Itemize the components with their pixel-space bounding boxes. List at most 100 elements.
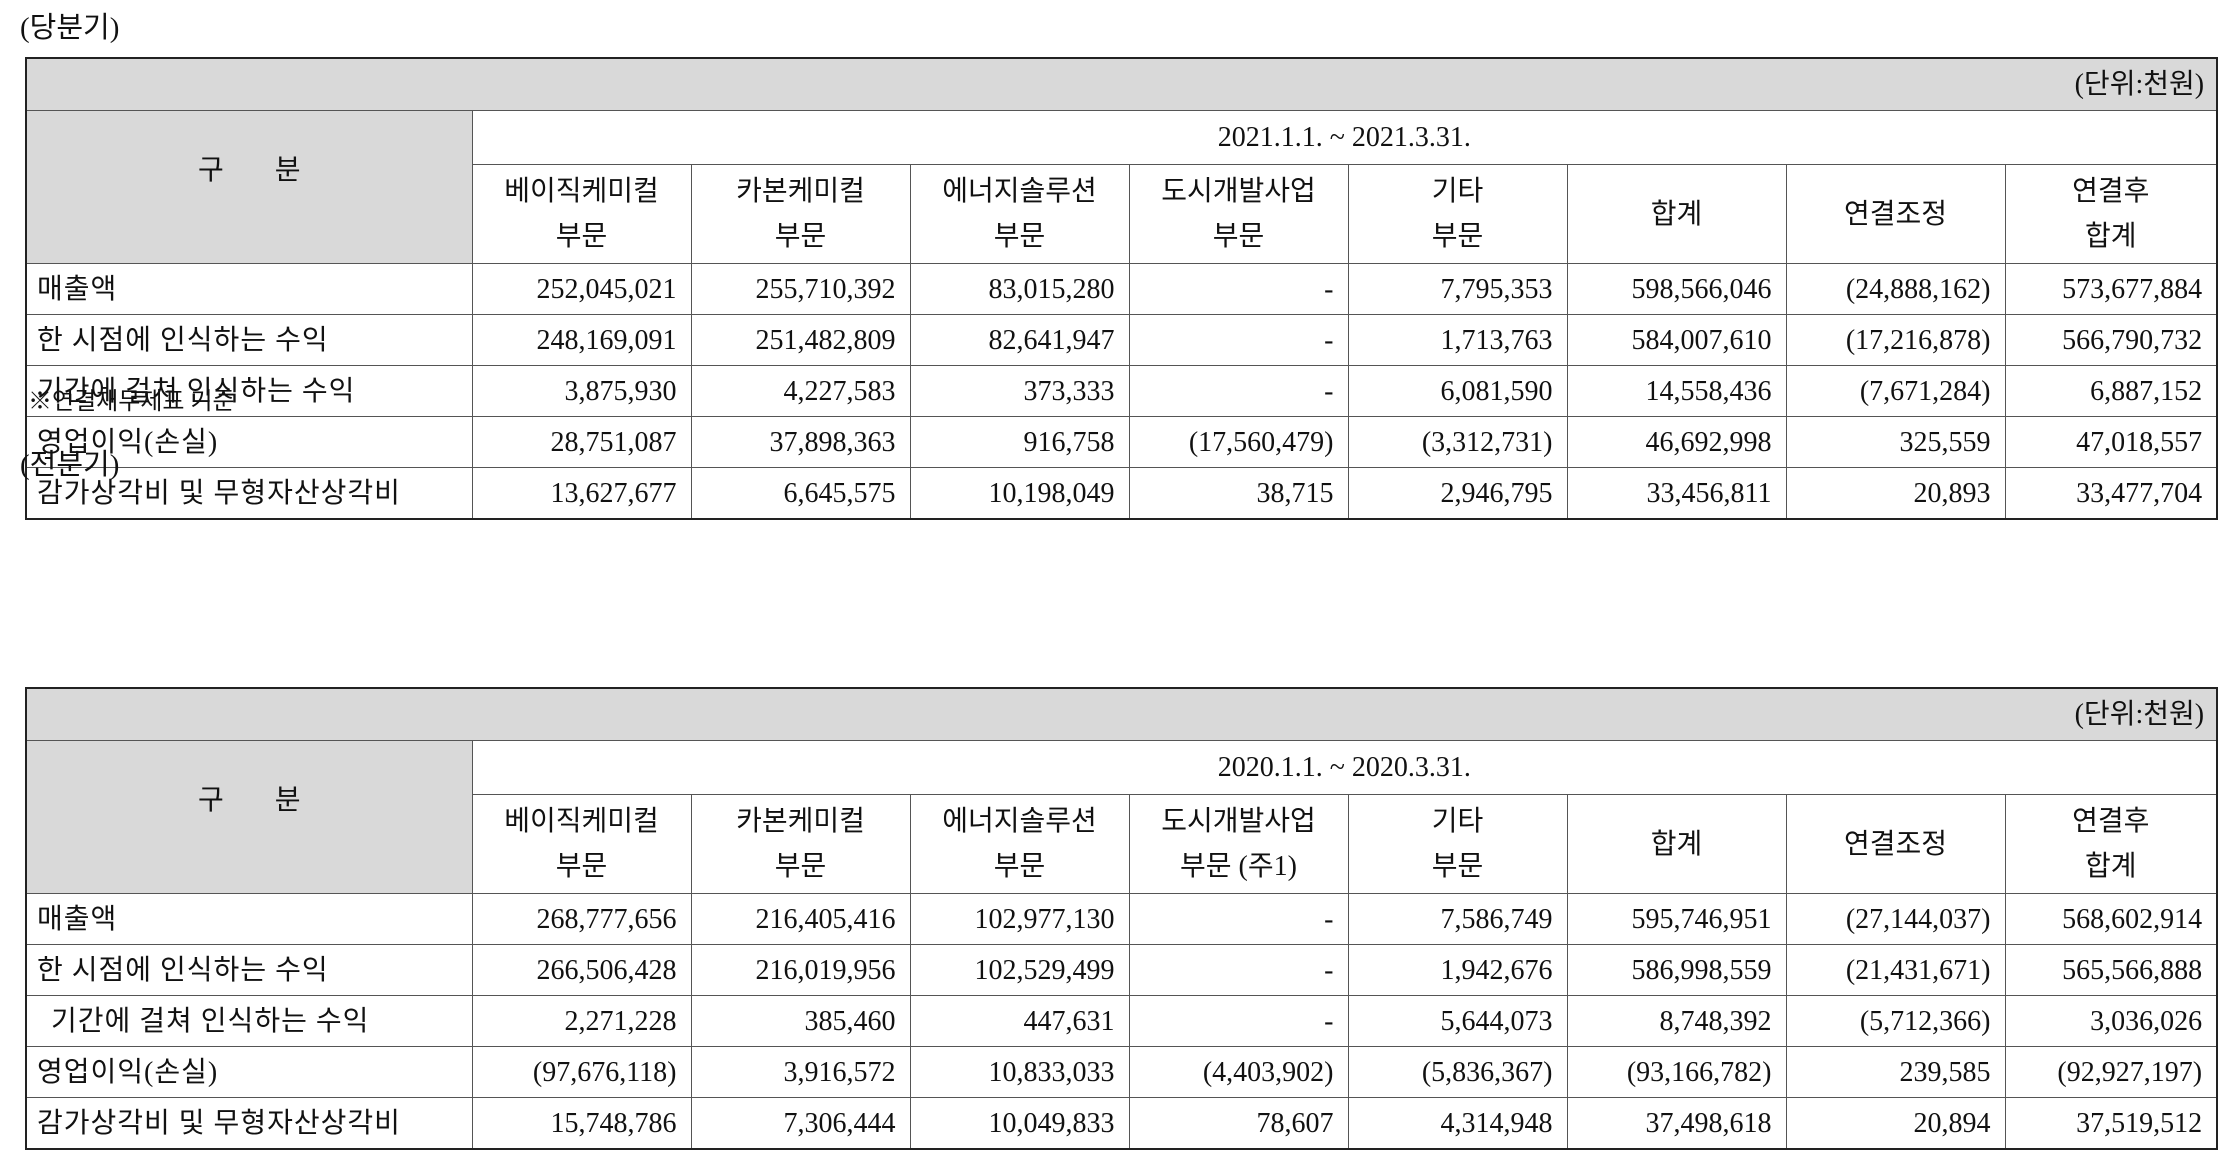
table-cell: 248,169,091: [471, 314, 692, 366]
table-cell: 565,566,888: [2004, 944, 2218, 996]
table-cell: 3,916,572: [690, 1046, 911, 1098]
table-cell: (17,560,479): [1128, 416, 1349, 468]
period-header: 2020.1.1. ~ 2020.3.31.: [471, 740, 2218, 795]
table-cell: (5,836,367): [1347, 1046, 1568, 1098]
table-cell: 239,585: [1785, 1046, 2006, 1098]
unit-label: (단위:천원): [25, 57, 2218, 111]
current-section-title: (당분기): [20, 12, 120, 44]
table-cell: 38,715: [1128, 467, 1349, 520]
row-label: 한 시점에 인식하는 수익: [25, 314, 473, 366]
table-cell: 15,748,786: [471, 1097, 692, 1150]
table-cell: (3,312,731): [1347, 416, 1568, 468]
table-cell: 7,586,749: [1347, 893, 1568, 945]
table-cell: 102,529,499: [909, 944, 1130, 996]
table-cell: 6,645,575: [690, 467, 911, 520]
table-row: 감가상각비 및 무형자산상각비 13,627,677 6,645,575 10,198…: [25, 467, 2218, 520]
col-header-carbon-chemical: 카본케미컬 부문: [690, 164, 911, 264]
row-label: 감가상각비 및 무형자산상각비: [25, 1097, 473, 1150]
table-cell: 251,482,809: [690, 314, 911, 366]
table-cell: 447,631: [909, 995, 1130, 1047]
table-cell: 216,019,956: [690, 944, 911, 996]
table-cell: 37,498,618: [1566, 1097, 1787, 1150]
row-label: 매출액: [25, 263, 473, 315]
previous-segment-table: (단위:천원) 구 분 2020.1.1. ~ 2020.3.31. 베이직케미…: [25, 687, 2219, 1150]
table-cell: (4,403,902): [1128, 1046, 1349, 1098]
col-header-consolidated-total: 연결후 합계: [2004, 164, 2218, 264]
table-cell: 82,641,947: [909, 314, 1130, 366]
table-row: 감가상각비 및 무형자산상각비 15,748,786 7,306,444 10,049…: [25, 1097, 2218, 1150]
table-cell: 47,018,557: [2004, 416, 2218, 468]
table-cell: 83,015,280: [909, 263, 1130, 315]
table-cell: (92,927,197): [2004, 1046, 2218, 1098]
table-cell: (7,671,284): [1785, 365, 2006, 417]
period-header: 2021.1.1. ~ 2021.3.31.: [471, 110, 2218, 165]
row-label: 기간에 걸쳐 인식하는 수익: [25, 365, 473, 417]
col-header-other: 기타 부문: [1347, 794, 1568, 894]
table-cell: -: [1128, 314, 1349, 366]
table-cell: 33,477,704: [2004, 467, 2218, 520]
table-cell: (97,676,118): [471, 1046, 692, 1098]
table-cell: 10,833,033: [909, 1046, 1130, 1098]
table-row: 매출액 268,777,656 216,405,416 102,977,130-7,5…: [25, 893, 2218, 945]
table-cell: 37,898,363: [690, 416, 911, 468]
table-cell: -: [1128, 365, 1349, 417]
table-row: 영업이익(손실) (97,676,118) 3,916,572 10,833,033(…: [25, 1046, 2218, 1098]
table-cell: 6,081,590: [1347, 365, 1568, 417]
current-segment-table: (단위:천원) 구 분 2021.1.1. ~ 2021.3.31. 베이직케미…: [25, 57, 2219, 520]
table-cell: 37,519,512: [2004, 1097, 2218, 1150]
table-row: 한 시점에 인식하는 수익 248,169,091 251,482,809 82,64…: [25, 314, 2218, 366]
table-cell: 7,306,444: [690, 1097, 911, 1150]
table-cell: 5,644,073: [1347, 995, 1568, 1047]
table-cell: 20,894: [1785, 1097, 2006, 1150]
col-header-consolidation-adjustment: 연결조정: [1785, 164, 2006, 264]
table-cell: (93,166,782): [1566, 1046, 1787, 1098]
col-header-consolidated-total: 연결후 합계: [2004, 794, 2218, 894]
col-header-total: 합계: [1566, 794, 1787, 894]
table-cell: 1,942,676: [1347, 944, 1568, 996]
table-cell: 1,713,763: [1347, 314, 1568, 366]
row-label: 한 시점에 인식하는 수익: [25, 944, 473, 996]
table-cell: -: [1128, 893, 1349, 945]
previous-section-title: (전분기): [20, 449, 120, 481]
col-header-basic-chemical: 베이직케미컬 부문: [471, 164, 692, 264]
table-cell: 586,998,559: [1566, 944, 1787, 996]
table-cell: (5,712,366): [1785, 995, 2006, 1047]
consolidated-basis-note: ※연결재무제표 기준: [28, 389, 235, 415]
table-cell: 568,602,914: [2004, 893, 2218, 945]
table-row: 한 시점에 인식하는 수익 266,506,428 216,019,956 102,5…: [25, 944, 2218, 996]
table-cell: 216,405,416: [690, 893, 911, 945]
table-cell: 268,777,656: [471, 893, 692, 945]
col-header-urban-development: 도시개발사업 부문: [1128, 164, 1349, 264]
table-cell: 598,566,046: [1566, 263, 1787, 315]
table-cell: 7,795,353: [1347, 263, 1568, 315]
table-cell: 584,007,610: [1566, 314, 1787, 366]
table-cell: 916,758: [909, 416, 1130, 468]
table-cell: 33,456,811: [1566, 467, 1787, 520]
table-cell: 325,559: [1785, 416, 2006, 468]
row-label: 매출액: [25, 893, 473, 945]
unit-label: (단위:천원): [25, 687, 2218, 741]
row-label: 영업이익(손실): [25, 416, 473, 468]
table-cell: 13,627,677: [471, 467, 692, 520]
table-cell: 255,710,392: [690, 263, 911, 315]
col-header-urban-development: 도시개발사업 부문 (주1): [1128, 794, 1349, 894]
col-header-carbon-chemical: 카본케미컬 부문: [690, 794, 911, 894]
table-cell: -: [1128, 263, 1349, 315]
table-cell: 595,746,951: [1566, 893, 1787, 945]
table-cell: 3,036,026: [2004, 995, 2218, 1047]
row-label: 감가상각비 및 무형자산상각비: [25, 467, 473, 520]
table-cell: (24,888,162): [1785, 263, 2006, 315]
table-cell: 20,893: [1785, 467, 2006, 520]
table-cell: 573,677,884: [2004, 263, 2218, 315]
table-cell: 266,506,428: [471, 944, 692, 996]
table-cell: (17,216,878): [1785, 314, 2006, 366]
col-header-other: 기타 부문: [1347, 164, 1568, 264]
table-row: 기간에 걸쳐 인식하는 수익 2,271,228 385,460 447,631-5,…: [25, 995, 2218, 1047]
col-header-energy-solution: 에너지솔루션 부문: [909, 794, 1130, 894]
table-row: 기간에 걸쳐 인식하는 수익 3,875,930 4,227,583 373,333-…: [25, 365, 2218, 417]
table-cell: 10,049,833: [909, 1097, 1130, 1150]
table-cell: 2,946,795: [1347, 467, 1568, 520]
table-cell: (27,144,037): [1785, 893, 2006, 945]
row-label: 기간에 걸쳐 인식하는 수익: [25, 995, 473, 1047]
table-cell: 6,887,152: [2004, 365, 2218, 417]
